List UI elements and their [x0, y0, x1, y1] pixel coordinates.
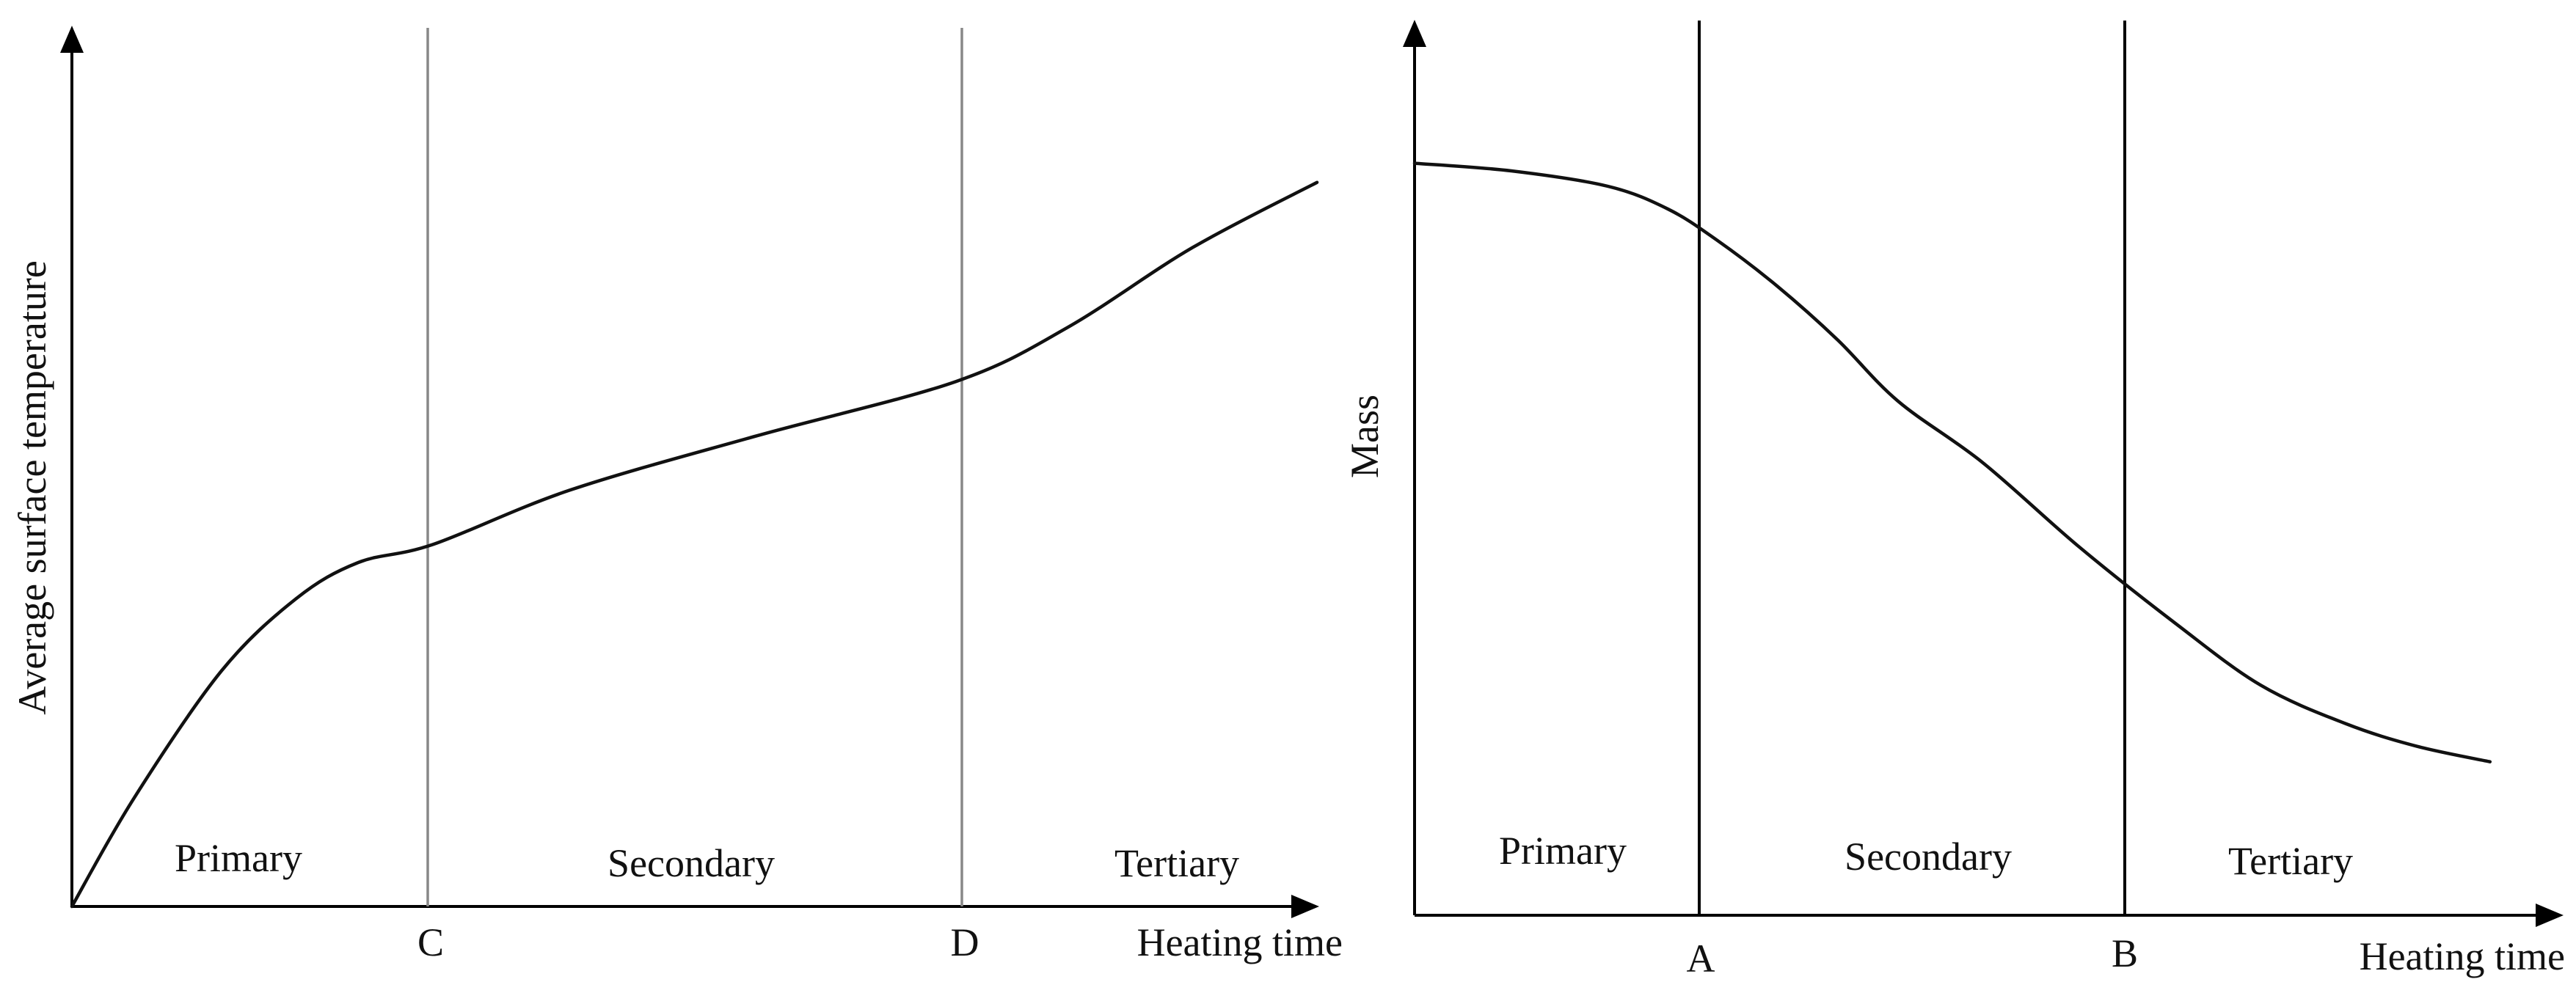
left-y-axis-arrow — [60, 26, 84, 53]
right-marker-label-a: A — [1687, 937, 1715, 981]
left-region-tertiary: Tertiary — [1114, 841, 1239, 885]
right-x-axis-label: Heating time — [2360, 934, 2565, 978]
right-marker-label-b: B — [2112, 931, 2138, 975]
right-y-axis-arrow — [1403, 20, 1426, 47]
left-x-axis-label: Heating time — [1137, 920, 1343, 964]
right-y-axis-label: Mass — [1343, 395, 1387, 478]
left-region-secondary: Secondary — [607, 841, 775, 885]
left-chart: Average surface temperature Heating time… — [10, 26, 1343, 964]
left-region-primary: Primary — [175, 836, 302, 880]
left-marker-label-d: D — [951, 920, 979, 964]
left-x-axis-arrow — [1291, 895, 1319, 918]
right-region-primary: Primary — [1499, 829, 1627, 873]
right-chart: Mass Heating time Primary Secondary Tert… — [1343, 20, 2565, 981]
left-y-axis-label: Average surface temperature — [10, 260, 54, 715]
left-series-line — [70, 180, 1319, 909]
right-x-axis-arrow — [2536, 904, 2564, 927]
right-region-tertiary: Tertiary — [2228, 839, 2353, 883]
right-series-line — [1412, 161, 2492, 763]
left-marker-label-c: C — [417, 920, 444, 964]
right-region-secondary: Secondary — [1845, 835, 2012, 879]
